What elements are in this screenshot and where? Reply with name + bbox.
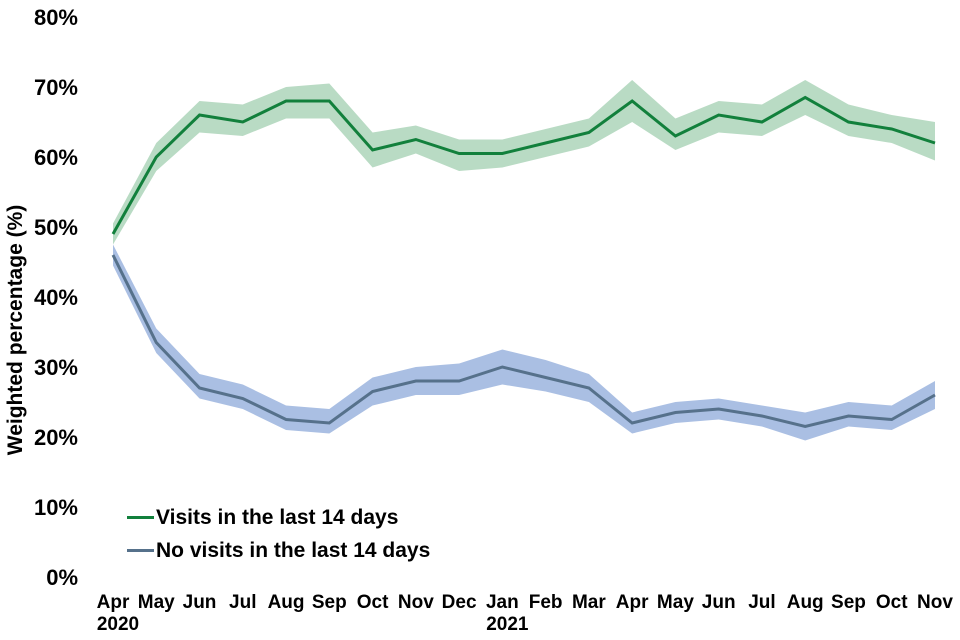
x-tick-label: Aug xyxy=(787,592,824,613)
x-tick-label: Sep xyxy=(831,592,866,613)
x-tick-label: Jul xyxy=(229,592,256,613)
y-tick-label: 80% xyxy=(34,5,78,30)
series-lines xyxy=(111,95,936,429)
x-tick-label: Oct xyxy=(357,592,389,613)
legend-label-no-visits: No visits in the last 14 days xyxy=(156,538,431,562)
y-tick-label: 50% xyxy=(34,215,78,240)
legend-item-no-visits: No visits in the last 14 days xyxy=(127,534,430,567)
x-tick-label: Oct xyxy=(876,592,908,613)
ci-band-1 xyxy=(113,244,935,441)
y-tick-label: 10% xyxy=(34,495,78,520)
confidence-bands xyxy=(113,80,935,441)
ci-band-0 xyxy=(113,80,935,245)
y-tick-label: 60% xyxy=(34,145,78,170)
x-tick-label: Jun xyxy=(183,592,217,613)
x-year-label: 2021 xyxy=(486,614,529,635)
x-year-label: 2020 xyxy=(97,614,139,635)
x-axis-ticks: Apr May Jun Jul Aug Sep Oct Nov Dec Jan Feb Mar Apr M… xyxy=(97,592,954,635)
y-tick-label: 0% xyxy=(46,565,78,590)
series-line-1 xyxy=(111,254,936,429)
x-tick-label: Nov xyxy=(917,592,953,613)
y-tick-label: 70% xyxy=(34,75,78,100)
legend-item-visits: Visits in the last 14 days xyxy=(127,501,430,534)
x-tick-label: May xyxy=(138,592,175,613)
x-tick-label: Aug xyxy=(268,592,305,613)
x-tick-label: Apr xyxy=(97,592,130,613)
legend-label-visits: Visits in the last 14 days xyxy=(156,505,399,529)
x-tick-label: Sep xyxy=(312,592,347,613)
x-tick-label: Feb xyxy=(529,592,563,613)
x-tick-label: Jul xyxy=(748,592,775,613)
x-tick-label: Jun xyxy=(702,592,736,613)
y-tick-label: 30% xyxy=(34,355,78,380)
y-tick-label: 40% xyxy=(34,285,78,310)
y-axis-ticks: 80% 70% 60% 50% 40% 30% 20% 10% 0% xyxy=(34,5,78,590)
x-tick-label: Nov xyxy=(398,592,434,613)
legend-line-swatch-no-visits xyxy=(127,549,154,552)
legend-line-swatch-visits xyxy=(127,516,154,519)
x-tick-label: May xyxy=(657,592,694,613)
y-axis-title: Weighted percentage (%) xyxy=(4,204,27,456)
x-tick-label: Dec xyxy=(442,592,477,613)
chart-legend: Visits in the last 14 days No visits in … xyxy=(127,501,430,567)
x-tick-label: Mar xyxy=(572,592,606,613)
x-tick-label: Apr xyxy=(616,592,649,613)
y-tick-label: 20% xyxy=(34,425,78,450)
series-line-0 xyxy=(111,95,936,235)
x-tick-label: Jan xyxy=(486,592,519,613)
